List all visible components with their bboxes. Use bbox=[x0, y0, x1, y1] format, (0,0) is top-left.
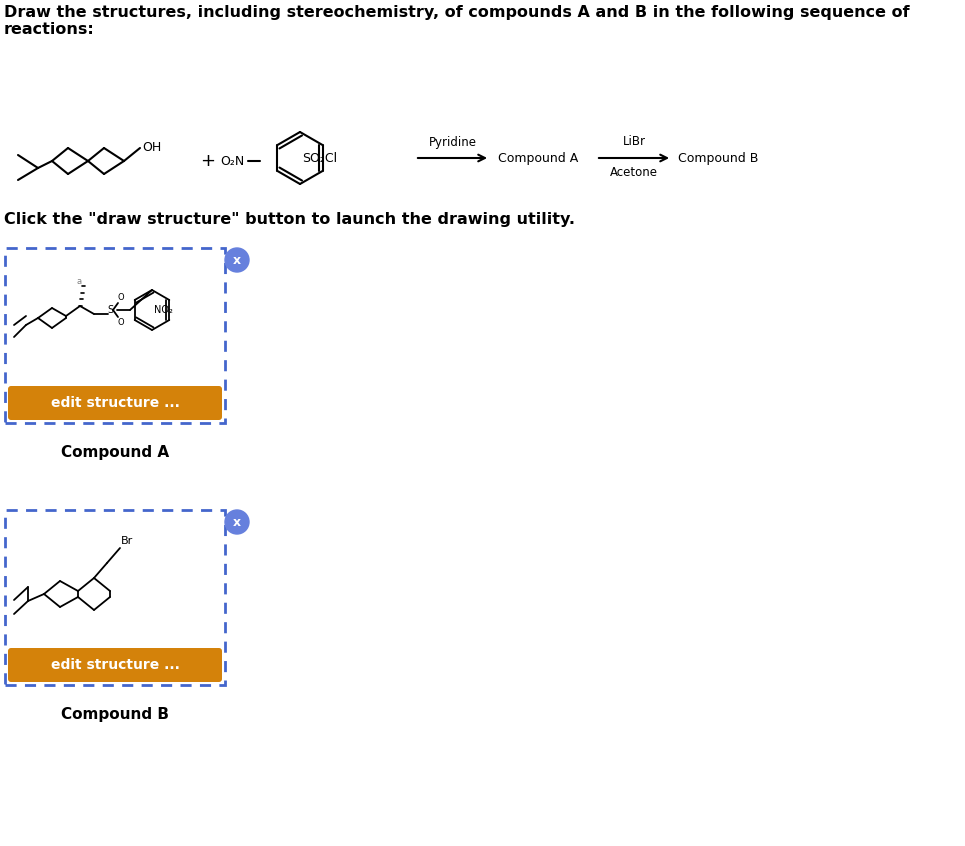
Text: Click the "draw structure" button to launch the drawing utility.: Click the "draw structure" button to lau… bbox=[4, 212, 575, 227]
Text: Compound A: Compound A bbox=[61, 445, 169, 460]
Text: reactions:: reactions: bbox=[4, 22, 95, 37]
Text: Compound B: Compound B bbox=[678, 151, 758, 164]
Text: S: S bbox=[107, 305, 113, 315]
Text: edit structure ...: edit structure ... bbox=[50, 396, 179, 410]
Text: x: x bbox=[233, 515, 241, 529]
Text: Draw the structures, including stereochemistry, of compounds A and B in the foll: Draw the structures, including stereoche… bbox=[4, 5, 910, 20]
Text: x: x bbox=[233, 254, 241, 266]
FancyBboxPatch shape bbox=[8, 648, 222, 682]
Text: Acetone: Acetone bbox=[610, 166, 658, 179]
Circle shape bbox=[225, 510, 249, 534]
Text: NO₂: NO₂ bbox=[154, 305, 173, 315]
Text: edit structure ...: edit structure ... bbox=[50, 658, 179, 672]
Text: Pyridine: Pyridine bbox=[428, 136, 477, 149]
Text: OH: OH bbox=[142, 140, 161, 153]
Text: LiBr: LiBr bbox=[622, 135, 646, 148]
Text: Compound B: Compound B bbox=[61, 707, 169, 722]
Text: +: + bbox=[201, 152, 215, 170]
Text: SO₂Cl: SO₂Cl bbox=[302, 151, 337, 164]
Circle shape bbox=[225, 248, 249, 272]
FancyBboxPatch shape bbox=[8, 386, 222, 420]
Text: O: O bbox=[118, 293, 124, 302]
Text: a: a bbox=[76, 277, 82, 285]
Text: O₂N: O₂N bbox=[220, 155, 244, 168]
Bar bbox=[5, 248, 225, 423]
Bar bbox=[5, 510, 225, 685]
Text: O: O bbox=[118, 318, 124, 327]
Text: Br: Br bbox=[121, 536, 133, 546]
Text: Compound A: Compound A bbox=[498, 151, 578, 164]
